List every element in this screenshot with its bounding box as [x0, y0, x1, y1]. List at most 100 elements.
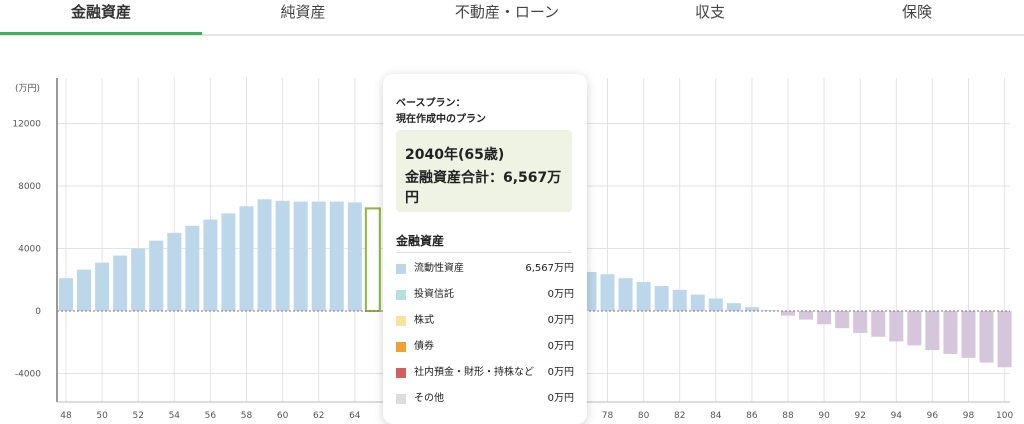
bar — [781, 311, 795, 316]
bar — [925, 311, 940, 351]
legend-swatch — [396, 368, 406, 378]
x-tick-label: 50 — [96, 411, 108, 421]
bar — [618, 278, 633, 311]
bar — [871, 311, 886, 337]
tooltip-item-label: 流動性資産 — [414, 263, 464, 274]
bar — [654, 286, 669, 311]
bar — [77, 269, 92, 311]
bar — [149, 240, 164, 311]
x-tick-label: 94 — [891, 411, 903, 421]
tooltip-item-liquid-assets: 流動性資産 6,567万円 — [396, 261, 574, 277]
tab-income-expense[interactable]: 収支 — [694, 3, 725, 21]
tooltip-plan-name: ベースプラン： 現在作成中のプラン — [396, 96, 486, 128]
tab-bar: 金融資産 純資産 不動産・ローン 収支 保険 — [0, 0, 1024, 36]
tooltip-item-value: 0万円 — [547, 367, 574, 378]
tooltip-item-value: 0万円 — [547, 393, 574, 404]
bar — [113, 255, 128, 311]
x-tick-label: 90 — [818, 411, 830, 421]
x-tick-label: 86 — [746, 411, 758, 421]
x-tick-label: 100 — [996, 411, 1013, 421]
tab-real-estate-loan[interactable]: 不動産・ローン — [454, 3, 560, 21]
bar — [185, 225, 200, 311]
bar — [799, 311, 814, 320]
x-tick-label: 64 — [349, 411, 361, 421]
bar — [636, 282, 651, 311]
bar — [997, 311, 1012, 368]
tooltip-summary-box: 2040年(65歳) 金融資産合計：6,567万円 — [396, 130, 572, 212]
tab-insurance[interactable]: 保険 — [901, 3, 932, 21]
tooltip-item-value: 6,567万円 — [525, 263, 574, 274]
bar — [257, 199, 272, 311]
tooltip-year: 2040年(65歳) — [405, 147, 505, 163]
y-tick-label: -4000 — [15, 370, 41, 380]
bar — [203, 219, 218, 311]
tooltip-item-label: その他 — [414, 393, 444, 404]
x-tick-label: 88 — [782, 411, 794, 421]
x-tick-label: 54 — [169, 411, 181, 421]
bar — [835, 311, 850, 329]
bar — [600, 274, 615, 311]
x-tick-label: 82 — [674, 411, 685, 421]
y-tick-label: 4000 — [18, 245, 41, 255]
bar — [979, 311, 994, 363]
bar — [59, 278, 73, 311]
bar — [943, 311, 958, 354]
tooltip-section-title: 金融資産 — [396, 234, 445, 248]
x-tick-label: 56 — [205, 411, 217, 421]
y-tick-label: 12000 — [12, 120, 41, 130]
tooltip-item-stocks: 株式 0万円 — [396, 313, 574, 329]
tab-net-assets[interactable]: 純資産 — [280, 3, 326, 21]
x-tick-label: 52 — [132, 411, 143, 421]
bar — [672, 289, 687, 311]
tooltip-item-value: 0万円 — [547, 315, 574, 326]
tooltip-divider — [396, 252, 572, 253]
bar — [961, 311, 976, 358]
x-tick-label: 96 — [927, 411, 939, 421]
bar — [311, 201, 326, 311]
bar — [329, 201, 344, 311]
legend-swatch — [396, 316, 406, 326]
x-tick-label: 84 — [710, 411, 722, 421]
y-tick-label: 0 — [35, 307, 41, 317]
asset-chart: (万円) 12000 8000 4000 0 -4000 48 50 52 54 56 58 60 62… — [12, 78, 1013, 421]
bar — [690, 294, 705, 311]
tooltip-item-value: 0万円 — [547, 289, 574, 300]
bar — [275, 200, 290, 311]
tooltip-item-bonds: 債券 0万円 — [396, 339, 574, 355]
tooltip-item-company-savings: 社内預金・財形・持株など 0万円 — [396, 365, 574, 381]
tooltip-item-label: 株式 — [414, 315, 434, 326]
x-tick-label: 62 — [313, 411, 324, 421]
bar — [293, 201, 308, 311]
bar — [708, 298, 723, 311]
bar — [744, 307, 759, 311]
bar — [95, 262, 110, 311]
y-tick-label: 8000 — [18, 182, 41, 192]
x-tick-label: 98 — [963, 411, 975, 421]
x-tick-label: 58 — [241, 411, 253, 421]
tooltip-item-investment-trust: 投資信託 0万円 — [396, 287, 574, 303]
bar — [167, 232, 182, 311]
bar — [817, 311, 832, 325]
tab-financial-assets[interactable]: 金融資産 — [0, 0, 202, 35]
tooltip-item-other: その他 0万円 — [396, 391, 574, 407]
bar — [726, 303, 741, 311]
x-tick-label: 80 — [638, 411, 650, 421]
x-tick-label: 60 — [277, 411, 289, 421]
bar — [853, 311, 868, 333]
x-tick-label: 92 — [854, 411, 865, 421]
legend-swatch — [396, 290, 406, 300]
highlighted-bar — [364, 207, 381, 312]
bar — [889, 311, 904, 342]
x-tick-label: 48 — [60, 411, 72, 421]
chart-tooltip: ベースプラン： 現在作成中のプラン 2040年(65歳) 金融資産合計：6,56… — [383, 74, 587, 424]
tooltip-total: 金融資産合計：6,567万円 — [405, 170, 562, 206]
tooltip-plan-line2: 現在作成中のプラン — [396, 114, 486, 125]
x-tick-label: 78 — [602, 411, 614, 421]
bar — [347, 202, 362, 311]
legend-swatch — [396, 394, 406, 404]
legend-swatch — [396, 264, 406, 274]
tooltip-item-label: 社内預金・財形・持株など — [414, 367, 534, 378]
bar — [221, 213, 236, 311]
tooltip-item-label: 投資信託 — [414, 289, 454, 300]
bar — [239, 206, 254, 311]
